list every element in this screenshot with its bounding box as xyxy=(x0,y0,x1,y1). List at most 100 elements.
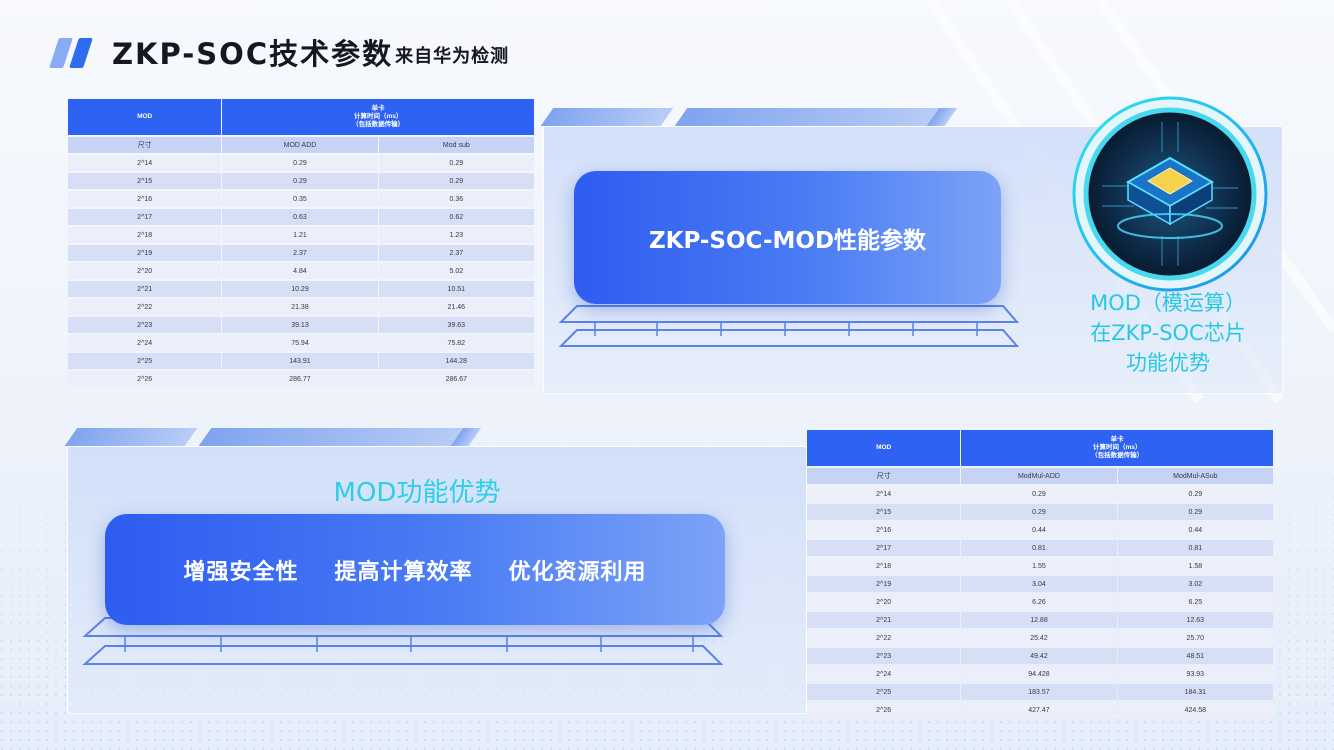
mod-advantage-heading: MOD功能优势 xyxy=(333,478,501,508)
table-cell: 2^21 xyxy=(68,281,222,297)
table-cell: 2^19 xyxy=(807,576,961,592)
table-cell: 12.88 xyxy=(961,612,1117,628)
table-cell: 0.36 xyxy=(378,191,534,207)
platform-lines xyxy=(558,305,1020,347)
table-cell: 2^20 xyxy=(68,263,222,279)
table-cell: 1.23 xyxy=(378,227,534,243)
table-cell: 2^25 xyxy=(807,684,961,700)
caption-line: 在ZKP-SOC芯片 xyxy=(1090,321,1246,345)
table-cell: 427.47 xyxy=(961,702,1117,718)
head-line: 计算时间（ms） xyxy=(353,113,403,120)
table-cell: 0.29 xyxy=(1117,486,1273,502)
table-cell: 0.29 xyxy=(378,155,534,171)
table-cell: 2^15 xyxy=(807,504,961,520)
table-cell: 75.94 xyxy=(222,335,378,351)
table-row: 2^23 49.42 48.51 xyxy=(807,648,1273,664)
table-cell: 2^24 xyxy=(68,335,222,351)
table-cell: 0.44 xyxy=(1117,522,1273,538)
table-cell: 10.29 xyxy=(222,281,378,297)
table-subheader-row: 尺寸 MOD ADD Mod sub xyxy=(68,137,534,153)
table-cell: 0.63 xyxy=(222,209,378,225)
modmul-add-sub-table: MOD 单卡 计算时间（ms） （包括数据传输） 尺寸 ModMul-ADD Mod… xyxy=(806,428,1274,720)
table-row: 2^25 143.91 144.28 xyxy=(68,353,534,369)
table-subheader-row: 尺寸 ModMul-ADD ModMul-ASub xyxy=(807,468,1273,484)
table-cell: 0.81 xyxy=(961,540,1117,556)
table-row: 2^15 0.29 0.29 xyxy=(68,173,534,189)
advantage-resources: 优化资源利用 xyxy=(508,559,647,585)
table-row: 2^18 1.55 1.58 xyxy=(807,558,1273,574)
panel-strip xyxy=(540,108,963,126)
table-cell: 5.02 xyxy=(378,263,534,279)
caption-line: 功能优势 xyxy=(1126,351,1210,375)
table-cell: 2^17 xyxy=(68,209,222,225)
table-subheader-cell: Mod sub xyxy=(378,137,534,153)
table-cell: 286.67 xyxy=(378,371,534,387)
table-head-time: 单卡 计算时间（ms） （包括数据传输） xyxy=(222,99,534,135)
table-cell: 184.31 xyxy=(1117,684,1273,700)
table-row: 2^20 4.84 5.02 xyxy=(68,263,534,279)
page-subtitle: 来自华为检测 xyxy=(395,46,510,67)
head-line: 计算时间（ms） xyxy=(1092,444,1142,451)
table-subheader-cell: MOD ADD xyxy=(222,137,378,153)
table-cell: 93.93 xyxy=(1117,666,1273,682)
table-cell: 0.29 xyxy=(961,486,1117,502)
table-cell: 12.63 xyxy=(1117,612,1273,628)
chip-icon xyxy=(1072,96,1268,292)
page-title-bar: ZKP-SOC技术参数 来自华为检测 xyxy=(49,30,510,74)
table-cell: 75.82 xyxy=(378,335,534,351)
table-cell: 2^23 xyxy=(68,317,222,333)
table-cell: 25.42 xyxy=(961,630,1117,646)
table-row: 2^24 75.94 75.82 xyxy=(68,335,534,351)
table-cell: 2^16 xyxy=(68,191,222,207)
table-cell: 0.44 xyxy=(961,522,1117,538)
table-cell: 2^21 xyxy=(807,612,961,628)
mod-advantage-caption: MOD（模运算） 在ZKP-SOC芯片 功能优势 xyxy=(1053,288,1283,378)
table-cell: 1.58 xyxy=(1117,558,1273,574)
table-cell: 1.55 xyxy=(961,558,1117,574)
table-cell: 2^22 xyxy=(68,299,222,315)
table-row: 2^17 0.81 0.81 xyxy=(807,540,1273,556)
table-head-mod: MOD xyxy=(807,430,961,466)
table-cell: 4.84 xyxy=(222,263,378,279)
caption-line: MOD（模运算） xyxy=(1090,291,1246,315)
panel-strip xyxy=(64,428,487,446)
table-cell: 2^18 xyxy=(68,227,222,243)
table-row: 2^23 39.13 39.63 xyxy=(68,317,534,333)
table-cell: 3.02 xyxy=(1117,576,1273,592)
table-cell: 0.29 xyxy=(961,504,1117,520)
table-cell: 0.62 xyxy=(378,209,534,225)
table-cell: 2^17 xyxy=(807,540,961,556)
table-cell: 2^16 xyxy=(807,522,961,538)
table-row: 2^14 0.29 0.29 xyxy=(807,486,1273,502)
table-cell: 2^14 xyxy=(807,486,961,502)
head-line: 单卡 xyxy=(1110,436,1124,443)
table-row: 2^22 21.38 21.46 xyxy=(68,299,534,315)
table-row: 2^16 0.44 0.44 xyxy=(807,522,1273,538)
table-cell: 3.04 xyxy=(961,576,1117,592)
table-cell: 6.25 xyxy=(1117,594,1273,610)
table-head-mod: MOD xyxy=(68,99,222,135)
table-row: 2^25 183.57 184.31 xyxy=(807,684,1273,700)
table-row: 2^18 1.21 1.23 xyxy=(68,227,534,243)
table-cell: 2^20 xyxy=(807,594,961,610)
table-cell: 94.428 xyxy=(961,666,1117,682)
table-cell: 2^25 xyxy=(68,353,222,369)
table-subheader-cell: ModMul-ASub xyxy=(1117,468,1273,484)
table-cell: 2^19 xyxy=(68,245,222,261)
table-row: 2^14 0.29 0.29 xyxy=(68,155,534,171)
table-row: 2^19 2.37 2.37 xyxy=(68,245,534,261)
table-row: 2^21 10.29 10.51 xyxy=(68,281,534,297)
table-cell: 0.29 xyxy=(1117,504,1273,520)
table-cell: 10.51 xyxy=(378,281,534,297)
table-subheader-cell: 尺寸 xyxy=(68,137,222,153)
table-cell: 2^23 xyxy=(807,648,961,664)
table-cell: 144.28 xyxy=(378,353,534,369)
table-cell: 49.42 xyxy=(961,648,1117,664)
table-cell: 0.29 xyxy=(222,155,378,171)
table-subheader-cell: ModMul-ADD xyxy=(961,468,1117,484)
table-cell: 2^14 xyxy=(68,155,222,171)
table-cell: 2^26 xyxy=(807,702,961,718)
table-cell: 39.13 xyxy=(222,317,378,333)
table-row: 2^20 6.26 6.25 xyxy=(807,594,1273,610)
table-cell: 2^24 xyxy=(807,666,961,682)
